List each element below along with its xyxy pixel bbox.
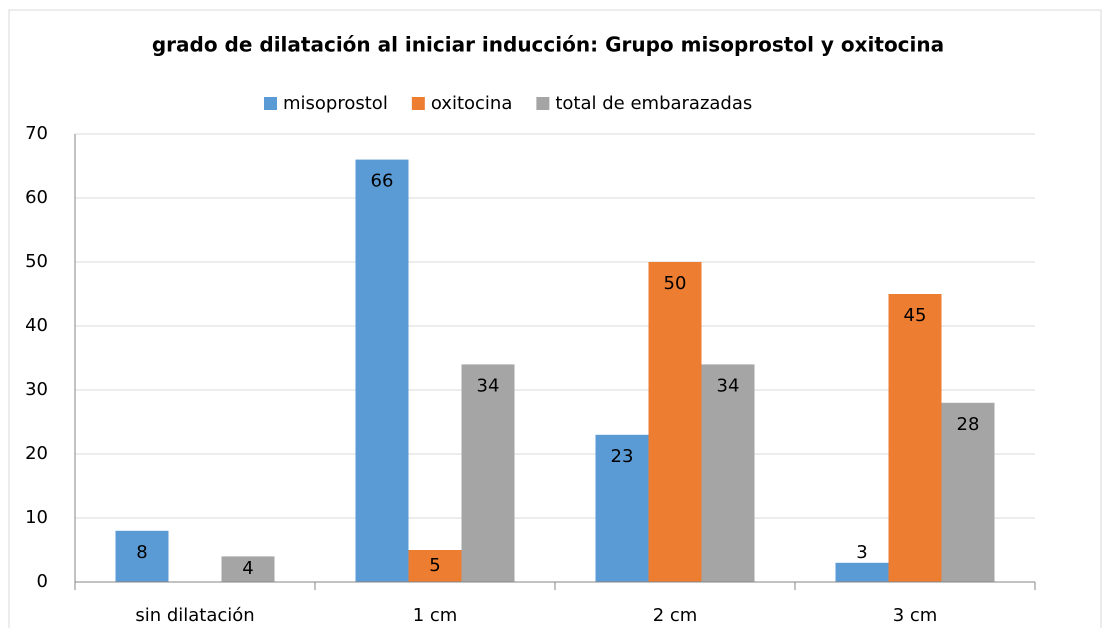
- legend-label: oxitocina: [431, 93, 513, 114]
- chart-title: grado de dilatación al iniciar inducción…: [152, 33, 944, 57]
- bar: [835, 562, 889, 582]
- bar: [408, 550, 462, 582]
- y-tick-label: 10: [25, 507, 48, 528]
- data-label: 5: [429, 555, 440, 576]
- data-label: 34: [717, 375, 740, 396]
- bar: [115, 530, 169, 582]
- bar: [221, 556, 275, 582]
- data-label: 3: [856, 542, 867, 563]
- legend-label: misoprostol: [283, 93, 388, 114]
- x-tick-label: 2 cm: [653, 605, 698, 626]
- legend-swatch: [264, 97, 277, 110]
- x-tick-label: 1 cm: [413, 605, 458, 626]
- data-label: 34: [477, 375, 500, 396]
- bar: [648, 262, 702, 582]
- data-label: 45: [904, 305, 927, 326]
- x-tick-label: sin dilatación: [135, 605, 254, 626]
- y-tick-label: 20: [25, 443, 48, 464]
- y-tick-label: 40: [25, 315, 48, 336]
- data-label: 8: [136, 542, 147, 563]
- bar: [701, 364, 755, 582]
- legend-swatch: [411, 97, 425, 110]
- bar: [461, 364, 515, 582]
- data-label: 28: [957, 414, 980, 435]
- x-tick-label: 3 cm: [893, 605, 938, 626]
- data-label: 66: [371, 171, 394, 192]
- data-label: 4: [242, 558, 253, 579]
- y-tick-label: 70: [25, 123, 48, 144]
- data-label: 23: [611, 446, 634, 467]
- bar: [888, 294, 942, 582]
- y-tick-label: 0: [37, 571, 48, 592]
- legend-swatch: [536, 97, 550, 110]
- legend-label: total de embarazadas: [555, 93, 752, 114]
- bar: [941, 402, 995, 582]
- y-tick-label: 50: [25, 251, 48, 272]
- bar: [355, 159, 409, 582]
- y-tick-label: 30: [25, 379, 48, 400]
- bar: [595, 434, 649, 582]
- data-label: 50: [664, 273, 687, 294]
- y-tick-label: 60: [25, 187, 48, 208]
